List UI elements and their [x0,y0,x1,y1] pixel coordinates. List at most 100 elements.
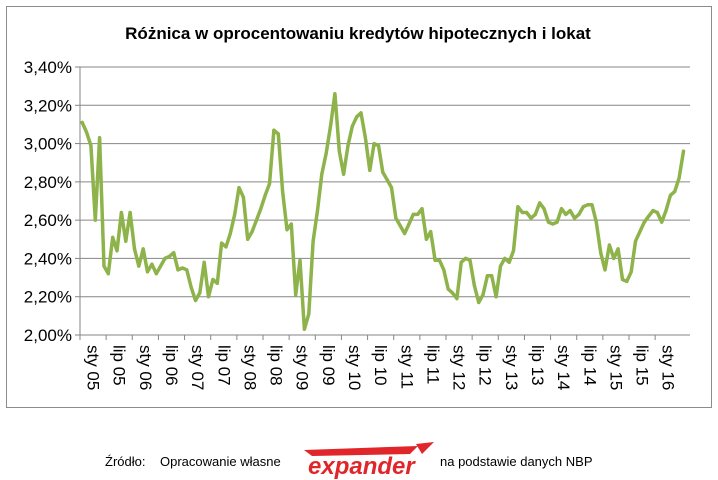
chart-title: Różnica w oprocentowaniu kredytów hipote… [125,24,591,43]
data-point [298,258,302,262]
data-point [202,260,206,264]
grid-lines [80,66,690,336]
data-point [472,283,476,287]
data-point [267,182,272,186]
data-point [193,298,198,303]
data-point [424,237,428,241]
data-point [320,172,324,176]
data-point [259,207,263,211]
data-point [150,262,154,266]
data-point [224,245,228,249]
data-point [511,249,516,253]
y-tick-label: 3,20% [24,96,72,115]
data-point [433,258,437,262]
data-point [172,251,176,255]
y-tick-label: 2,80% [24,173,72,192]
data-point [520,210,524,215]
data-point [581,205,585,209]
series-group [80,92,686,332]
data-point [459,260,463,264]
data-point [411,212,415,216]
data-point [450,291,455,295]
x-tick-label: lip 15 [633,345,652,386]
data-point [603,268,607,272]
y-tick-label: 2,00% [24,326,72,345]
data-point [289,222,293,226]
x-tick-label: lip 13 [528,345,547,386]
data-point [429,230,433,234]
source-label: Źródło: [105,454,146,469]
data-point [551,222,555,226]
data-point [629,270,633,274]
y-tick-label: 3,00% [24,135,72,154]
data-point [98,136,102,140]
source-text: Opracowanie własne [160,454,281,469]
data-point [376,143,381,148]
data-point [529,216,533,220]
data-point [324,151,328,155]
data-point [468,258,472,262]
x-tick-label: lip 10 [371,345,390,386]
data-point [660,220,664,224]
data-point [403,231,407,236]
data-point [616,247,620,251]
data-point [533,212,537,216]
data-point [119,210,123,215]
data-point [590,203,594,207]
data-point [233,212,237,216]
x-tick-label: sty 13 [502,345,521,390]
data-point [102,264,106,268]
data-point [385,178,389,182]
data-point [84,130,89,134]
data-point [437,258,442,262]
data-point [211,277,215,282]
data-point [363,136,367,140]
data-point [241,195,245,199]
x-tick-label: lip 05 [110,345,129,386]
data-point [281,189,285,193]
data-point [163,256,167,260]
data-point [302,327,306,331]
x-tick-label: lip 08 [267,345,286,386]
data-point [612,256,616,260]
data-point [237,186,241,190]
data-point [137,264,141,268]
data-point [546,220,551,224]
data-point [494,295,498,299]
data-point [276,132,280,136]
data-point [420,207,424,211]
data-point [89,143,93,148]
data-point [333,92,337,96]
data-point [542,207,546,211]
data-point [442,268,446,272]
data-point [620,277,625,282]
data-point [215,281,219,285]
data-point [516,205,520,209]
data-point [342,172,346,176]
data-point [647,214,651,218]
logo-text: expander [308,453,416,480]
data-point [132,247,137,251]
series-line [80,92,686,332]
data-point [599,251,603,255]
x-tick-label: lip 07 [214,345,233,386]
data-point [572,216,577,220]
data-point [559,207,564,211]
expander-logo: expander [304,442,434,480]
y-tick-label: 2,60% [24,211,72,230]
data-point [485,274,489,278]
x-tick-label: sty 15 [606,345,625,390]
data-point [503,256,507,260]
data-point [263,193,267,197]
data-point [389,186,394,190]
x-tick-label: sty 14 [554,345,573,390]
x-tick-label: sty 09 [293,345,312,390]
data-point [350,124,354,128]
data-point [525,210,529,215]
source-suffix: na podstawie danych NBP [440,454,593,469]
x-tick-label: sty 06 [136,345,155,390]
x-tick-label: lip 14 [580,345,599,386]
x-tick-label: lip 11 [423,345,442,384]
data-point [625,279,629,283]
data-point [80,120,84,125]
